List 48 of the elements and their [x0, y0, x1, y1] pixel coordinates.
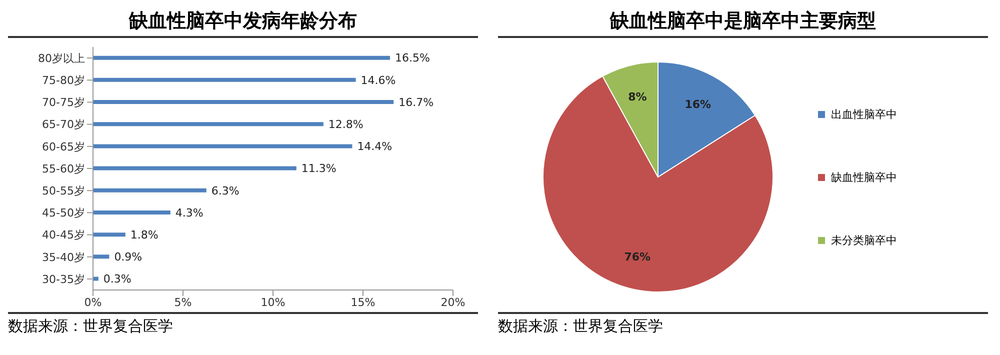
bar [93, 100, 394, 104]
y-tick-label: 70-75岁 [42, 96, 85, 110]
source-note: 数据来源：世界复合医学 [498, 317, 664, 336]
x-tick-label: 5% [174, 296, 192, 309]
data-label: 11.3% [301, 162, 336, 176]
data-label: 1.8% [130, 228, 158, 242]
data-label: 8% [628, 90, 647, 104]
bar [93, 276, 98, 281]
x-tick-label: 20% [440, 296, 466, 309]
data-label: 12.8% [328, 118, 364, 132]
y-tick-label: 60-65岁 [42, 140, 85, 154]
legend-label: 缺血性脑卒中 [831, 170, 897, 184]
data-label: 14.6% [360, 74, 396, 87]
bar [93, 122, 324, 126]
x-tick-label: 15% [350, 296, 376, 309]
bar [93, 188, 206, 192]
x-tick-label: 0% [84, 296, 102, 309]
x-tick-label: 10% [260, 296, 286, 309]
y-tick-label: 40-45岁 [42, 228, 85, 242]
bar [93, 210, 170, 214]
bar [93, 56, 390, 60]
data-label: 0.9% [114, 250, 142, 264]
data-label: 76% [624, 250, 651, 264]
data-label: 4.3% [175, 206, 204, 220]
data-label: 14.4% [357, 140, 392, 154]
bar [93, 144, 352, 148]
bar [93, 232, 126, 237]
y-tick-label: 45-50岁 [42, 206, 85, 220]
bar [93, 78, 356, 82]
bar [93, 166, 296, 170]
legend-label: 出血性脑卒中 [831, 106, 897, 122]
bar [93, 254, 110, 259]
y-tick-label: 30-35岁 [42, 272, 85, 286]
data-label: 0.3% [103, 272, 132, 286]
data-label: 16.5% [395, 52, 430, 65]
source-note: 数据来源：世界复合医学 [8, 317, 174, 336]
y-tick-label: 35-40岁 [42, 250, 85, 264]
chart-title: 缺血性脑卒中是脑卒中主要病型 [498, 8, 988, 38]
y-tick-label: 65-70岁 [42, 118, 85, 132]
y-tick-label: 55-60岁 [42, 162, 85, 176]
data-label: 16% [684, 98, 712, 111]
data-label: 16.7% [398, 96, 434, 109]
data-label: 6.3% [211, 184, 240, 198]
y-tick-label: 50-55岁 [42, 184, 85, 198]
y-tick-label: 80岁以上 [38, 52, 85, 65]
y-tick-label: 75-80岁 [42, 74, 85, 88]
legend-label: 未分类脑卒中 [831, 232, 897, 248]
chart-title: 缺血性脑卒中发病年龄分布 [8, 8, 478, 38]
